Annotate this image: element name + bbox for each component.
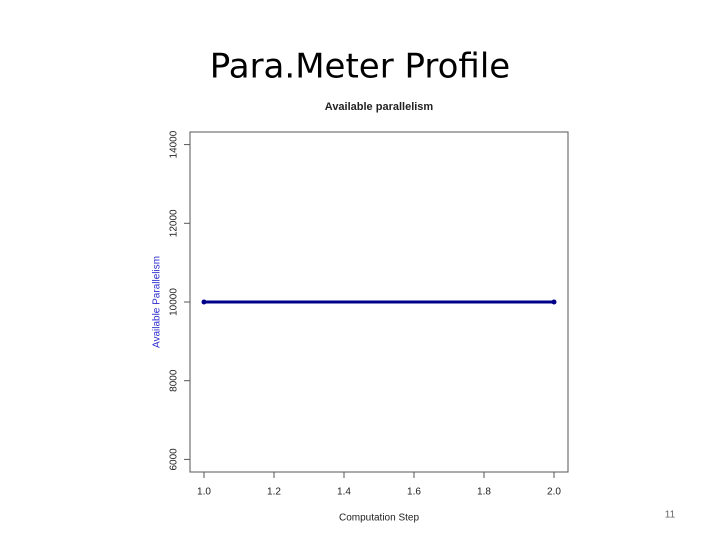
y-tick-label: 14000	[169, 130, 180, 158]
x-tick-label: 1.4	[337, 487, 351, 498]
point	[201, 299, 207, 305]
x-tick-label: 1.8	[477, 487, 491, 498]
y-tick-label: 6000	[169, 448, 180, 471]
y-tick-label: 8000	[169, 369, 180, 392]
x-tick-label: 1.6	[407, 487, 421, 498]
x-tick-label: 1.2	[267, 487, 281, 498]
y-tick-label: 12000	[169, 209, 180, 237]
y-tick-label: 10000	[169, 288, 180, 316]
x-tick-label: 1.0	[197, 487, 211, 498]
point	[551, 299, 557, 305]
y-axis-label: Available Parallelism	[152, 256, 163, 348]
x-axis-label: Computation Step	[339, 513, 419, 524]
chart-title: Available parallelism	[325, 101, 434, 113]
x-tick-label: 2.0	[547, 487, 561, 498]
slide-title: Para.Meter Profile	[210, 47, 510, 87]
page-number: 11	[665, 510, 676, 521]
